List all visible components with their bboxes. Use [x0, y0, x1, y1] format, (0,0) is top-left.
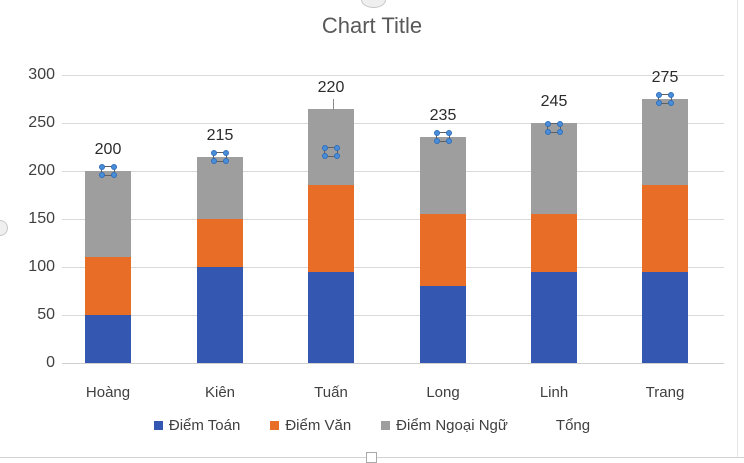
bar-segment-điểm-văn[interactable]	[420, 214, 466, 287]
bar-segment-điểm-văn[interactable]	[85, 257, 131, 315]
handle-dot-icon	[446, 138, 452, 145]
selected-point-handle-marker[interactable]	[99, 164, 117, 178]
handle-dot-icon	[334, 152, 340, 159]
x-axis-category-label: Hoàng	[85, 384, 131, 401]
bar-segment-điểm-toán[interactable]	[85, 315, 131, 363]
legend-item-điểm-văn[interactable]: Điểm Văn	[270, 417, 351, 434]
legend-swatch-icon	[538, 421, 550, 430]
selected-point-handle-marker[interactable]	[211, 149, 229, 164]
handle-dot-icon	[557, 128, 563, 135]
x-axis-category-label: Trang	[645, 384, 685, 401]
bar-segment-điểm-văn[interactable]	[197, 219, 243, 267]
y-axis-tick-label: 200	[28, 162, 55, 179]
bar-segment-điểm-ngoại-ngữ[interactable]	[85, 171, 131, 258]
bar-segment-điểm-toán[interactable]	[420, 286, 466, 363]
y-axis-tick-label: 50	[37, 306, 55, 323]
total-data-label[interactable]: 275	[651, 69, 679, 86]
handle-dot-icon	[111, 172, 117, 178]
total-data-label[interactable]: 235	[429, 107, 457, 125]
selected-point-handle-marker[interactable]	[434, 130, 452, 145]
bar-segment-điểm-toán[interactable]	[531, 271, 577, 363]
legend: Điểm Toán Điểm Văn Điểm Ngoại Ngữ Tổng	[0, 417, 744, 434]
gridline	[62, 123, 724, 124]
legend-item-label: Điểm Ngoại Ngữ	[396, 417, 508, 434]
handle-dot-icon	[111, 164, 117, 170]
handle-dot-icon	[322, 144, 328, 151]
handle-dot-icon	[557, 120, 563, 127]
selected-point-handle-marker[interactable]	[656, 92, 674, 106]
x-axis-category-label: Tuấn	[314, 384, 348, 401]
x-axis-category-label: Linh	[539, 384, 569, 401]
y-axis-tick-label: 150	[28, 210, 55, 227]
handle-dot-icon	[211, 157, 217, 164]
bar-segment-điểm-ngoại-ngữ[interactable]	[420, 137, 466, 215]
selected-point-handle-marker[interactable]	[322, 144, 340, 159]
data-label-leader-line	[333, 98, 334, 110]
x-axis-category-label: Kiên	[204, 384, 236, 401]
bar-segment-điểm-toán[interactable]	[197, 267, 243, 363]
bar-segment-điểm-văn[interactable]	[308, 185, 354, 272]
legend-item-tổng[interactable]: Tổng	[538, 417, 590, 434]
gridline	[62, 267, 724, 268]
handle-dot-icon	[668, 92, 674, 98]
legend-item-label: Điểm Văn	[285, 417, 352, 434]
handle-dot-icon	[322, 152, 328, 159]
legend-swatch-icon	[270, 421, 280, 430]
handle-dot-icon	[99, 164, 105, 170]
bar-segment-điểm-ngoại-ngữ[interactable]	[197, 156, 243, 219]
total-data-label[interactable]: 200	[94, 141, 122, 158]
handle-dot-icon	[446, 130, 452, 137]
legend-item-điểm-ngoại-ngữ[interactable]: Điểm Ngoại Ngữ	[381, 417, 508, 434]
y-axis-tick-label: 250	[28, 114, 55, 131]
bar-segment-điểm-văn[interactable]	[531, 214, 577, 272]
legend-item-điểm-toán[interactable]: Điểm Toán	[153, 417, 241, 434]
gridline	[62, 219, 724, 220]
handle-dot-icon	[223, 149, 229, 156]
handle-dot-icon	[334, 144, 340, 151]
y-axis-tick-label: 100	[28, 258, 55, 275]
x-axis-line	[62, 363, 724, 364]
selected-point-handle-marker[interactable]	[545, 120, 563, 135]
chart-border-right	[737, 0, 738, 458]
handle-dot-icon	[99, 172, 105, 178]
handle-dot-icon	[545, 128, 551, 135]
gridline	[62, 75, 724, 76]
chart-title[interactable]: Chart Title	[321, 13, 423, 38]
total-data-label[interactable]: 215	[206, 126, 234, 144]
handle-dot-icon	[668, 100, 674, 106]
total-data-label[interactable]: 245	[540, 93, 568, 110]
legend-swatch-icon	[153, 421, 163, 430]
bar-segment-điểm-văn[interactable]	[642, 185, 688, 272]
legend-item-label: Điểm Toán	[168, 417, 241, 434]
handle-dot-icon	[223, 157, 229, 164]
y-axis-tick-label: 300	[28, 66, 55, 83]
bar-segment-điểm-ngoại-ngữ[interactable]	[531, 123, 577, 215]
bar-segment-điểm-toán[interactable]	[308, 271, 354, 363]
bar-segment-điểm-toán[interactable]	[642, 271, 688, 363]
handle-dot-icon	[434, 130, 440, 137]
gridline	[62, 315, 724, 316]
handle-dot-icon	[545, 120, 551, 127]
y-axis-tick-label: 0	[46, 354, 55, 371]
handle-dot-icon	[656, 100, 662, 106]
bar-segment-điểm-ngoại-ngữ[interactable]	[642, 99, 688, 186]
x-axis-category-label: Long	[426, 384, 460, 401]
resize-handle-bottom-center-icon[interactable]	[366, 452, 377, 463]
legend-swatch-icon	[381, 421, 391, 430]
handle-dot-icon	[434, 138, 440, 145]
handle-dot-icon	[211, 149, 217, 156]
total-data-label[interactable]: 220	[317, 78, 345, 96]
legend-item-label: Tổng	[555, 417, 591, 434]
gridline	[62, 171, 724, 172]
resize-handle-top-center-icon[interactable]	[361, 0, 386, 8]
handle-dot-icon	[656, 92, 662, 98]
